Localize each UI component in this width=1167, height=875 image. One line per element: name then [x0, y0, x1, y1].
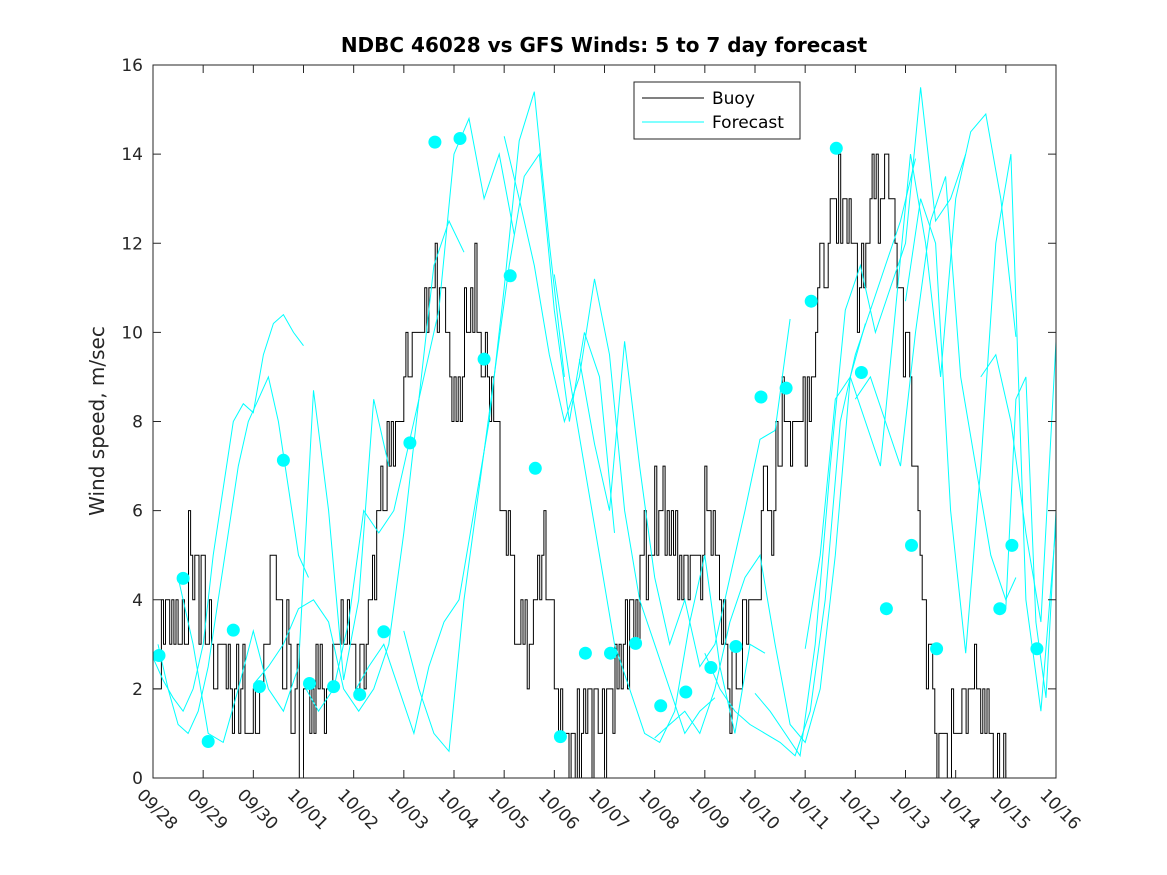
- y-tick-label: 6: [132, 502, 143, 522]
- forecast-series-line: [353, 91, 565, 736]
- y-tick-label: 12: [121, 234, 143, 254]
- forecast-point: [353, 688, 367, 702]
- forecast-series-line: [854, 176, 1017, 602]
- legend: Buoy Forecast: [633, 81, 801, 140]
- forecast-point: [754, 390, 768, 404]
- forecast-point: [477, 352, 491, 366]
- forecast-point: [779, 381, 793, 395]
- forecast-point: [152, 649, 166, 662]
- y-axis-ticks: 0 2 4 6 8 10 12 14 16: [121, 56, 1056, 789]
- forecast-point: [276, 453, 290, 467]
- forecast-point: [176, 571, 190, 585]
- y-tick-label: 8: [132, 413, 143, 433]
- legend-buoy-label: Buoy: [712, 89, 755, 109]
- forecast-point: [993, 602, 1007, 616]
- forecast-point: [879, 602, 893, 616]
- buoy-series-line: [153, 153, 1007, 779]
- y-tick-label: 14: [121, 145, 143, 165]
- forecast-point: [679, 685, 693, 699]
- forecast-series-line: [905, 154, 1057, 712]
- marker-layer: [152, 132, 1044, 748]
- forecast-series-line: [804, 112, 1017, 649]
- forecast-point: [226, 623, 240, 637]
- forecast-point: [854, 366, 868, 379]
- plot-background: [153, 65, 1056, 778]
- forecast-series-line: [704, 158, 916, 757]
- forecast-point: [453, 132, 467, 145]
- forecast-point: [252, 680, 266, 694]
- forecast-point: [729, 640, 743, 653]
- forecast-series-line: [553, 274, 766, 744]
- forecast-series-line: [578, 318, 791, 668]
- forecast-point: [654, 699, 668, 713]
- y-tick-label: 0: [132, 769, 143, 789]
- forecast-point: [403, 436, 417, 450]
- forecast-point: [829, 141, 843, 155]
- forecast-series-line: [754, 87, 967, 758]
- forecast-point: [629, 636, 643, 650]
- forecast-series-line: [252, 219, 465, 713]
- forecast-point: [578, 646, 592, 660]
- forecast-series-line: [503, 136, 716, 735]
- forecast-point: [201, 735, 215, 748]
- legend-box: [633, 81, 801, 140]
- forecast-series-line: [403, 152, 615, 753]
- forecast-point: [503, 269, 517, 283]
- forecast-point: [428, 135, 442, 149]
- forecast-point: [377, 625, 391, 639]
- forecast-point: [1005, 538, 1019, 552]
- forecast-layer: [152, 87, 1057, 758]
- y-axis-label: Wind speed, m/sec: [85, 326, 109, 516]
- forecast-series-line: [980, 341, 1057, 623]
- forecast-point: [930, 642, 944, 656]
- forecast-point: [303, 677, 316, 690]
- forecast-series-line: [152, 313, 304, 713]
- y-tick-label: 4: [132, 591, 143, 611]
- forecast-point: [704, 661, 718, 674]
- forecast-series-line: [654, 323, 866, 744]
- legend-forecast-label: Forecast: [712, 113, 784, 133]
- y-tick-label: 10: [121, 323, 143, 343]
- y-tick-label: 2: [132, 680, 143, 700]
- forecast-point: [553, 730, 567, 744]
- forecast-point: [604, 646, 617, 660]
- chart-title: NDBC 46028 vs GFS Winds: 5 to 7 day fore…: [341, 33, 868, 57]
- forecast-series-line: [1005, 376, 1057, 698]
- forecast-point: [804, 294, 818, 308]
- forecast-series-line: [177, 390, 390, 744]
- buoy-layer: [153, 153, 1007, 779]
- forecast-point: [528, 461, 542, 475]
- forecast-point: [1030, 642, 1044, 656]
- y-tick-label: 16: [121, 56, 143, 76]
- plot-area: [152, 64, 1057, 779]
- forecast-point: [327, 680, 341, 694]
- forecast-point: [905, 538, 918, 552]
